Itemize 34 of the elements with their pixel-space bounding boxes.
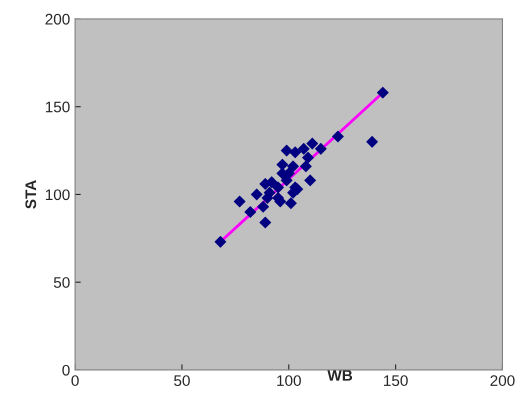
y-tick-label: 150 (46, 102, 70, 112)
point (366, 136, 378, 148)
y-tick-label: 0 (62, 364, 70, 376)
x-tick-label: 50 (174, 375, 190, 386)
x-tick-label: 0 (71, 375, 79, 386)
y-tick-label: 50 (54, 277, 70, 288)
point (332, 130, 344, 142)
point (250, 188, 263, 200)
y-axis-title: STA (25, 180, 36, 209)
point (276, 158, 288, 170)
x-tick-label: 200 (490, 375, 515, 386)
point (376, 86, 389, 99)
point (272, 182, 284, 194)
point (257, 200, 270, 213)
point (306, 138, 318, 150)
point (234, 196, 246, 208)
point (285, 197, 297, 210)
point (304, 174, 316, 186)
point (214, 236, 226, 248)
point (244, 206, 256, 218)
point (314, 142, 327, 155)
point (289, 146, 302, 158)
point (280, 174, 293, 186)
point (259, 216, 272, 228)
point (298, 142, 310, 155)
point (300, 160, 312, 172)
x-tick-label: 100 (277, 375, 301, 386)
x-tick-label: 150 (384, 375, 408, 386)
y-tick-label: 200 (46, 14, 70, 25)
point (302, 152, 314, 164)
x-axis-title: WB (327, 370, 352, 381)
point (280, 144, 293, 156)
y-tick-label: 100 (46, 189, 70, 200)
point (287, 160, 299, 172)
